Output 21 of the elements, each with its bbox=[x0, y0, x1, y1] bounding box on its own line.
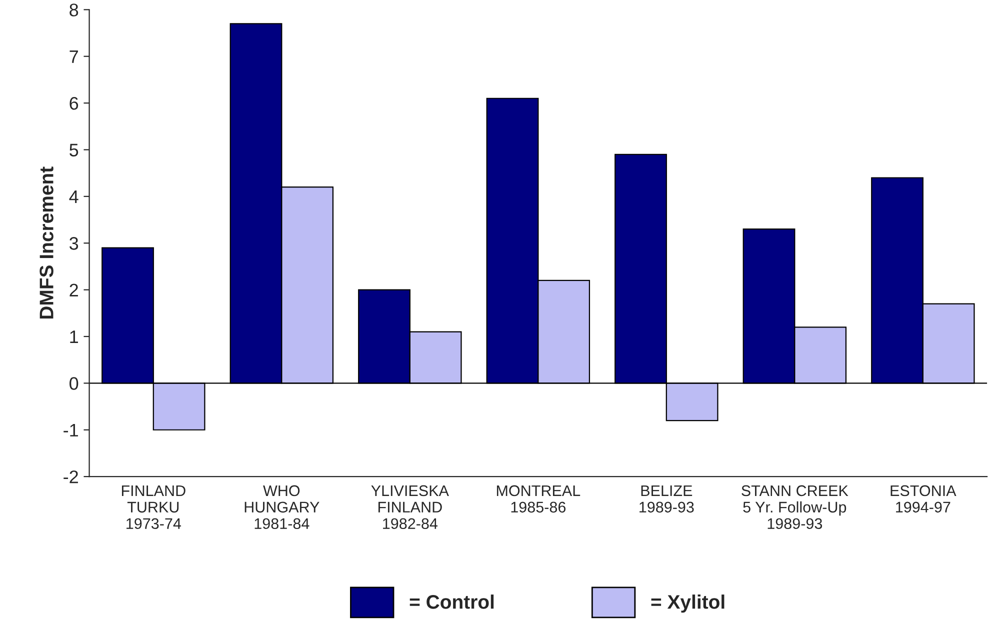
y-axis-title: DMFS Increment bbox=[40, 166, 54, 319]
y-tick-label: 2 bbox=[70, 284, 78, 296]
legend-label: = Xylitol bbox=[651, 594, 724, 613]
y-tick-label: 4 bbox=[69, 190, 78, 203]
x-tick-label: STANN CREEK 5 Yr. Follow-Up 1989-93 bbox=[742, 485, 848, 530]
x-tick-label: MONTREAL 1985-86 bbox=[496, 485, 580, 513]
x-tick-label: ESTONIA 1994-97 bbox=[890, 485, 956, 513]
y-tick-label: 8 bbox=[70, 4, 78, 16]
y-tick-label: 3 bbox=[70, 237, 78, 250]
y-tick-label: 0 bbox=[70, 377, 78, 390]
x-tick-label: BELIZE 1989-93 bbox=[640, 485, 694, 513]
x-tick-label: YLIVIESKA FINLAND 1982-84 bbox=[371, 485, 449, 530]
x-tick-label: FINLAND TURKU 1973-74 bbox=[122, 485, 186, 530]
y-tick-label: 6 bbox=[70, 96, 78, 110]
y-tick-label: 5 bbox=[70, 144, 78, 156]
y-tick-label: 1 bbox=[70, 330, 78, 344]
legend-label: = Control bbox=[410, 594, 494, 609]
y-tick-label: 7 bbox=[70, 50, 78, 63]
x-tick-label: WHO HUNGARY 1981-84 bbox=[244, 485, 320, 530]
y-tick-label: -2 bbox=[64, 470, 78, 484]
y-tick-label: -1 bbox=[64, 424, 78, 436]
